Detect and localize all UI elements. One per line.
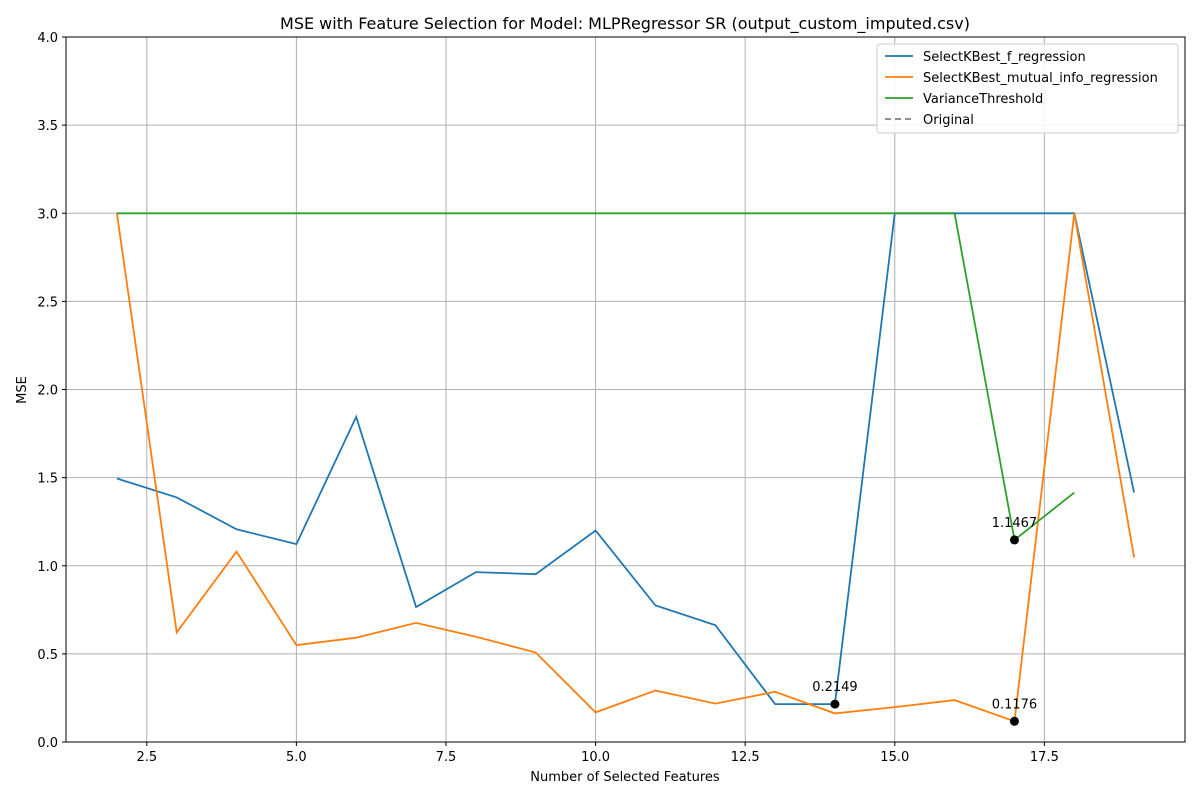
y-tick-label: 0.0 [37, 736, 58, 751]
annotation-label: 1.1467 [992, 516, 1038, 531]
series-line-selectkbest-f-regression [116, 212, 1135, 705]
annotation-marker [830, 699, 840, 709]
y-tick-label: 3.0 [37, 207, 58, 222]
legend-label: SelectKBest_f_regression [923, 50, 1086, 65]
legend-label: VarianceThreshold [923, 92, 1043, 107]
x-axis-ticks: 2.5 5.0 7.5 10.0 12.5 15.0 17.5 [136, 742, 1059, 765]
legend-box [876, 43, 1179, 134]
x-tick-label: 17.5 [1030, 750, 1059, 765]
x-axis-label: Number of Selected Features [530, 770, 720, 785]
y-tick-label: 2.5 [37, 295, 58, 310]
annotation-label: 0.2149 [812, 680, 858, 695]
series-line-selectkbest-mutual-info-regression [116, 213, 1135, 723]
x-tick-label: 10.0 [581, 750, 610, 765]
y-tick-label: 4.0 [37, 31, 58, 46]
series-lines [116, 212, 1135, 723]
y-axis-ticks: 0.0 0.5 1.0 1.5 2.0 2.5 3.0 3.5 4.0 [37, 31, 66, 751]
legend: SelectKBest_f_regression SelectKBest_mutu… [876, 43, 1179, 134]
series-line-variancethreshold [116, 212, 1075, 542]
chart-title: MSE with Feature Selection for Model: ML… [280, 14, 970, 34]
annotations: 0.2149 1.1467 0.1176 [812, 516, 1037, 726]
y-axis-label: MSE [15, 376, 30, 404]
x-tick-label: 12.5 [731, 750, 760, 765]
annotation-marker [1009, 716, 1019, 726]
x-tick-label: 2.5 [136, 750, 157, 765]
annotation-marker [1009, 535, 1019, 545]
y-tick-label: 3.5 [37, 119, 58, 134]
x-tick-label: 5.0 [286, 750, 307, 765]
y-tick-label: 1.5 [37, 472, 58, 487]
x-tick-label: 7.5 [436, 750, 457, 765]
y-tick-label: 0.5 [37, 648, 58, 663]
legend-label: SelectKBest_mutual_info_regression [923, 71, 1158, 86]
x-tick-label: 15.0 [880, 750, 909, 765]
y-tick-label: 1.0 [37, 560, 58, 575]
legend-label: Original [923, 113, 974, 128]
grid-lines [66, 36, 1185, 743]
y-tick-label: 2.0 [37, 384, 58, 399]
annotation-label: 0.1176 [992, 697, 1038, 712]
